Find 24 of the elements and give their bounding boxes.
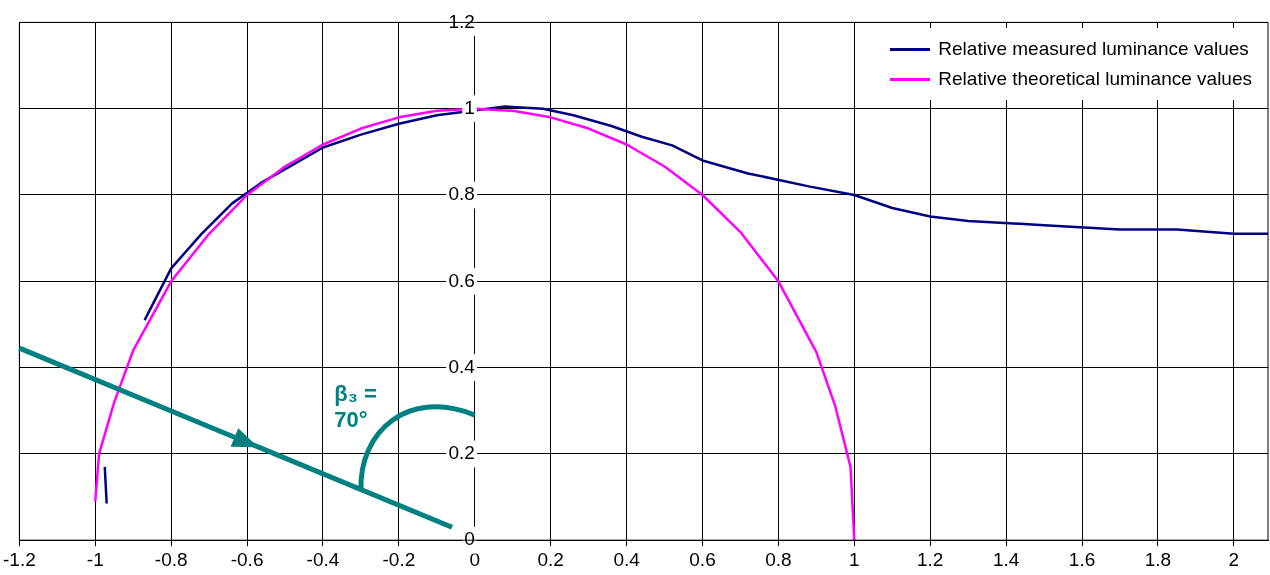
x-tick-label: -0.8: [154, 548, 188, 570]
x-tick-label: 1.8: [1144, 548, 1172, 570]
x-tick-label: 1.2: [917, 548, 944, 570]
x-tick-label: -0.2: [382, 548, 416, 570]
x-tick-label: 1.6: [1068, 548, 1096, 570]
x-tick-label: 0.2: [537, 548, 564, 570]
x-tick-label: -1.2: [2, 548, 36, 570]
annotation: β₃ = 70°: [334, 380, 378, 433]
x-tick-label: -0.6: [230, 548, 264, 570]
x-tick-label: -1: [86, 548, 104, 570]
y-tick-label: 0.2: [448, 442, 475, 464]
y-tick-label: 1: [464, 96, 475, 118]
y-tick-label: 0.4: [448, 355, 476, 377]
legend-label: Relative theoretical luminance values: [938, 67, 1252, 92]
x-tick-label: -0.4: [306, 548, 340, 570]
x-tick-label: 0.6: [689, 548, 716, 570]
legend-label: Relative measured luminance values: [938, 37, 1249, 62]
x-tick-label: 0.8: [765, 548, 792, 570]
y-tick-label: 0.8: [448, 183, 475, 205]
x-tick-label: 0.4: [613, 548, 641, 570]
x-tick-label: 1.4: [992, 548, 1020, 570]
y-tick-label: 0.6: [448, 269, 475, 291]
x-tick-label: 2: [1228, 548, 1240, 570]
x-tick-label: 1: [849, 548, 860, 570]
